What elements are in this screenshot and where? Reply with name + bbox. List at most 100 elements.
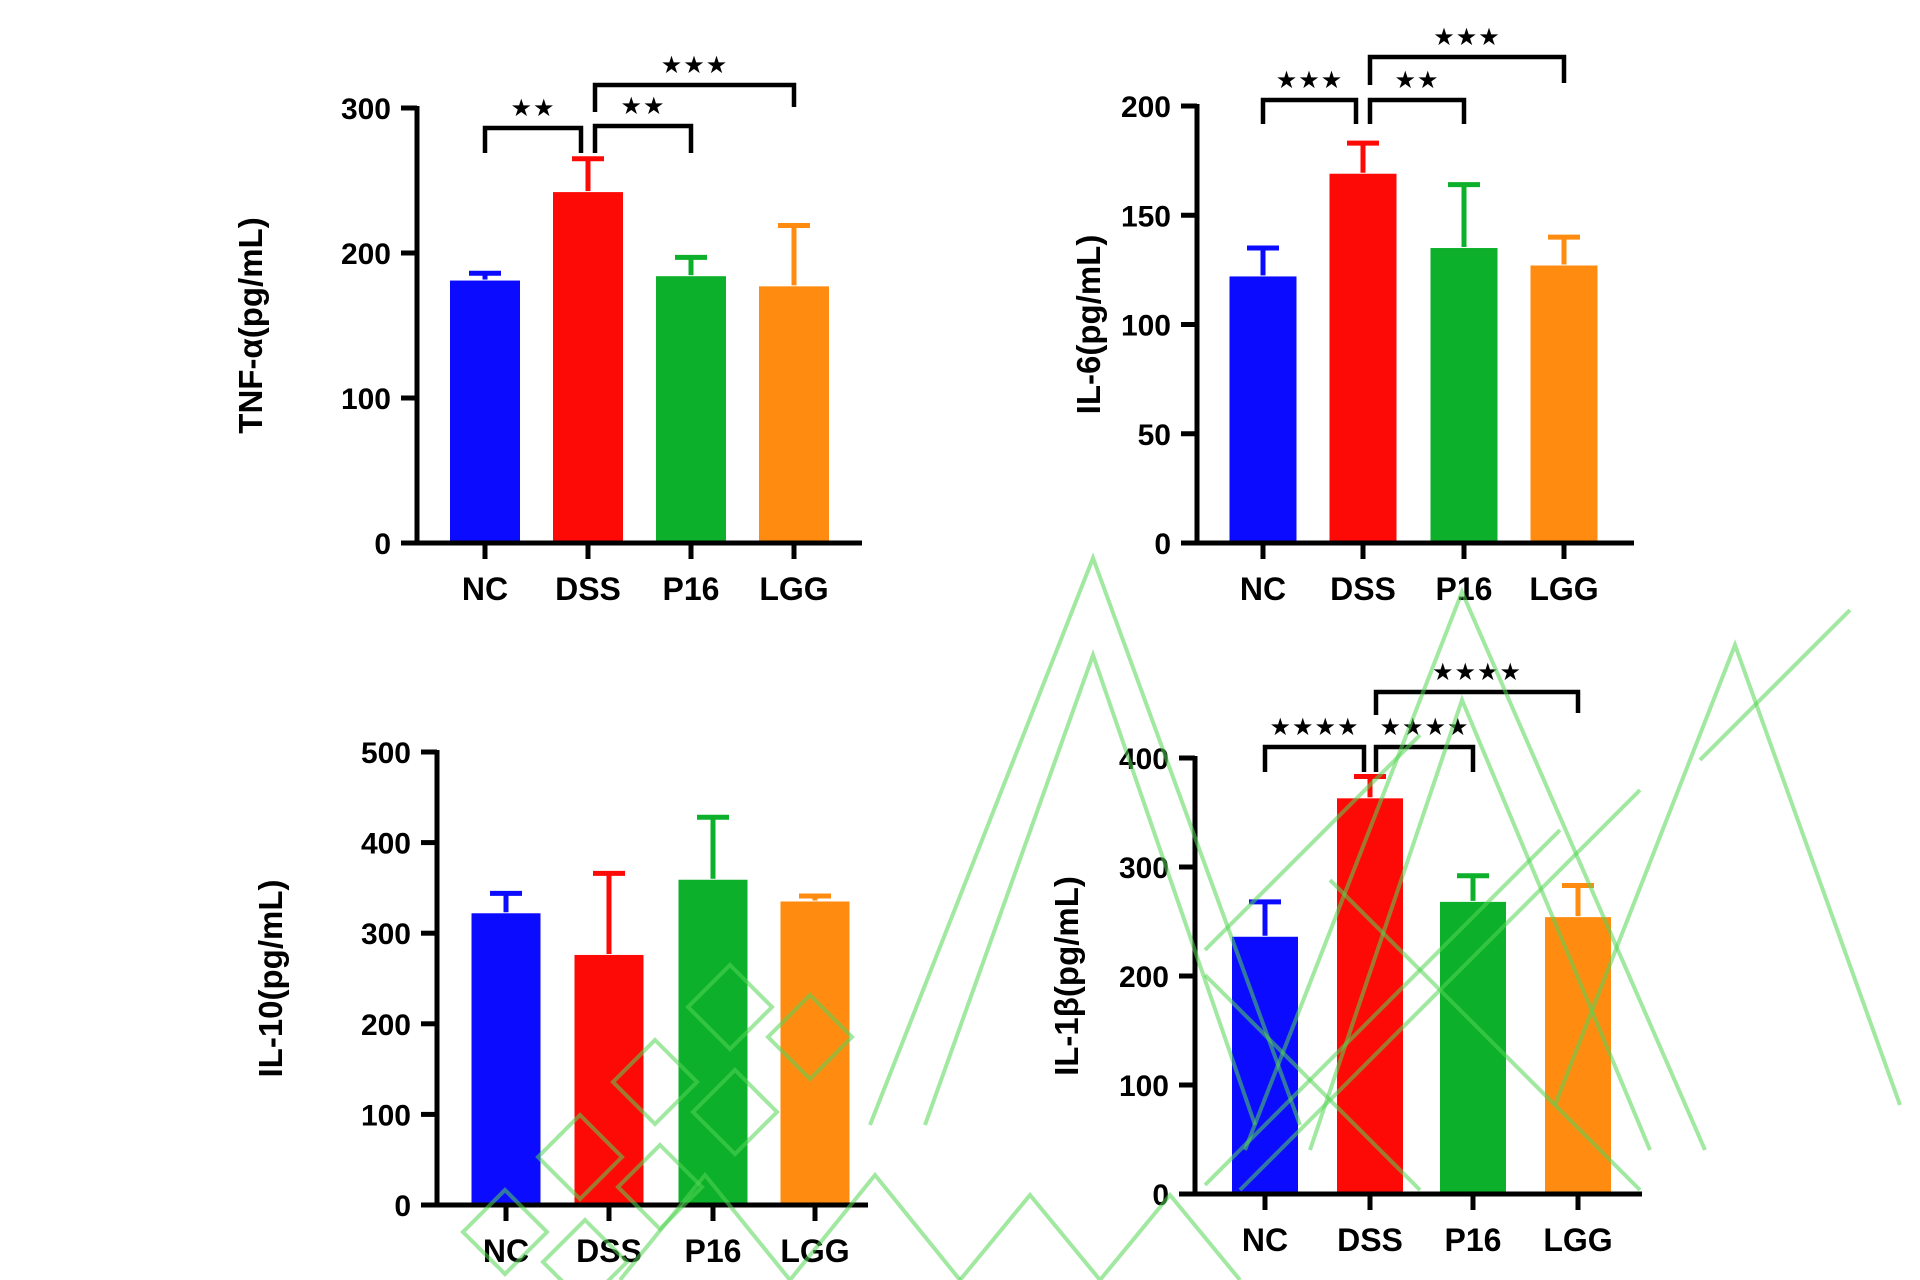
significance-stars: ★★★ bbox=[1433, 24, 1501, 51]
bar-nc bbox=[450, 280, 520, 543]
y-tick-label: 100 bbox=[1121, 310, 1171, 343]
significance-dss-p16: ★★ bbox=[592, 93, 694, 153]
y-tick-label: 200 bbox=[1121, 91, 1171, 124]
error-bar-p16 bbox=[675, 254, 707, 276]
bar-lgg bbox=[759, 286, 829, 543]
significance-bracket bbox=[1367, 97, 1467, 124]
category-label-p16: P16 bbox=[1445, 1222, 1502, 1258]
watermark-line bbox=[1328, 878, 1642, 1192]
significance-dss-p16: ★★ bbox=[1367, 67, 1467, 124]
watermark-diamond bbox=[685, 962, 775, 1052]
y-axis-title-tnf_alpha: TNF-α(pg/mL) bbox=[232, 217, 269, 433]
category-label-dss: DSS bbox=[1330, 571, 1396, 607]
watermark-line bbox=[958, 1191, 1242, 1280]
watermark-diamond bbox=[765, 992, 855, 1082]
significance-bracket bbox=[592, 123, 694, 153]
significance-bracket bbox=[482, 125, 584, 153]
significance-nc-dss: ★★★ bbox=[1260, 67, 1359, 124]
watermark-line bbox=[923, 648, 1257, 1126]
watermark-line bbox=[1698, 608, 1852, 762]
category-label-p16: P16 bbox=[685, 1233, 742, 1269]
significance-stars: ★★★ bbox=[1276, 67, 1344, 94]
watermark bbox=[460, 552, 1902, 1280]
watermark-diamond bbox=[690, 1067, 780, 1157]
error-bar-nc bbox=[490, 890, 522, 913]
watermark-diamond bbox=[460, 1187, 550, 1277]
bar-dss bbox=[574, 954, 644, 1205]
category-label-nc: NC bbox=[1242, 1222, 1288, 1258]
significance-dss-lgg: ★★★ bbox=[592, 52, 797, 112]
error-bar-p16 bbox=[1448, 182, 1480, 248]
category-label-dss: DSS bbox=[1337, 1222, 1403, 1258]
watermark-diamond bbox=[535, 1112, 625, 1202]
significance-bracket bbox=[1260, 97, 1359, 124]
significance-bracket bbox=[1373, 744, 1476, 772]
watermark-diamond bbox=[540, 1217, 630, 1280]
bar-nc bbox=[471, 913, 541, 1205]
y-tick-label: 0 bbox=[374, 528, 391, 561]
y-tick-label: 300 bbox=[341, 93, 391, 126]
category-label-dss: DSS bbox=[576, 1233, 642, 1269]
significance-stars: ★★★ bbox=[661, 52, 729, 79]
bar-dss bbox=[553, 192, 623, 543]
y-axis-title-il10: IL-10(pg/mL) bbox=[252, 880, 289, 1078]
error-bar-lgg bbox=[778, 222, 810, 286]
watermark-diamond bbox=[610, 1037, 700, 1127]
bar-p16 bbox=[1430, 248, 1498, 543]
y-tick-label: 100 bbox=[361, 1099, 411, 1132]
significance-bracket bbox=[592, 82, 797, 112]
category-label-lgg: LGG bbox=[759, 571, 828, 607]
watermark-line bbox=[1243, 586, 1707, 1151]
significance-stars: ★★ bbox=[620, 93, 665, 120]
watermark-line bbox=[1553, 639, 1902, 1106]
category-label-lgg: LGG bbox=[1543, 1222, 1612, 1258]
y-tick-label: 50 bbox=[1138, 419, 1171, 452]
significance-dss-lgg: ★★★ bbox=[1367, 24, 1567, 85]
y-tick-label: 0 bbox=[1154, 528, 1171, 561]
significance-stars: ★★★★ bbox=[1269, 714, 1359, 741]
error-bar-lgg bbox=[799, 893, 831, 901]
y-tick-label: 300 bbox=[361, 918, 411, 951]
y-tick-label: 300 bbox=[1119, 852, 1169, 885]
bar-lgg bbox=[780, 901, 850, 1205]
category-label-p16: P16 bbox=[663, 571, 720, 607]
category-label-nc: NC bbox=[483, 1233, 529, 1269]
watermark-line bbox=[1203, 828, 1562, 1187]
watermark-diamond bbox=[615, 1142, 705, 1232]
error-bar-p16 bbox=[1457, 873, 1489, 901]
error-bar-p16 bbox=[697, 814, 729, 879]
bar-nc bbox=[1232, 936, 1298, 1194]
y-tick-label: 0 bbox=[394, 1190, 411, 1223]
y-tick-label: 200 bbox=[1119, 961, 1169, 994]
significance-bracket bbox=[1262, 744, 1367, 772]
category-label-lgg: LGG bbox=[1529, 571, 1598, 607]
y-tick-label: 100 bbox=[341, 383, 391, 416]
error-bar-dss bbox=[593, 870, 625, 954]
category-label-nc: NC bbox=[462, 571, 508, 607]
error-bar-nc bbox=[1249, 899, 1281, 936]
significance-bracket bbox=[1367, 54, 1567, 85]
category-label-dss: DSS bbox=[555, 571, 621, 607]
significance-nc-dss: ★★★★ bbox=[1262, 714, 1367, 772]
error-bar-nc bbox=[1247, 245, 1279, 276]
significance-dss-lgg: ★★★★ bbox=[1373, 659, 1581, 715]
y-axis-title-il1b: IL-1β(pg/mL) bbox=[1048, 876, 1085, 1076]
y-tick-label: 200 bbox=[361, 1009, 411, 1042]
watermark-line bbox=[1203, 973, 1422, 1192]
error-bar-lgg bbox=[1562, 883, 1594, 917]
category-label-nc: NC bbox=[1240, 571, 1286, 607]
watermark-line bbox=[868, 552, 1302, 1126]
significance-bracket bbox=[1373, 689, 1581, 715]
watermark-line bbox=[1203, 733, 1422, 952]
bar-p16 bbox=[1440, 901, 1506, 1194]
significance-nc-dss: ★★ bbox=[482, 95, 584, 153]
bar-p16 bbox=[656, 276, 726, 543]
error-bar-nc bbox=[469, 270, 501, 280]
significance-stars: ★★ bbox=[510, 95, 555, 122]
